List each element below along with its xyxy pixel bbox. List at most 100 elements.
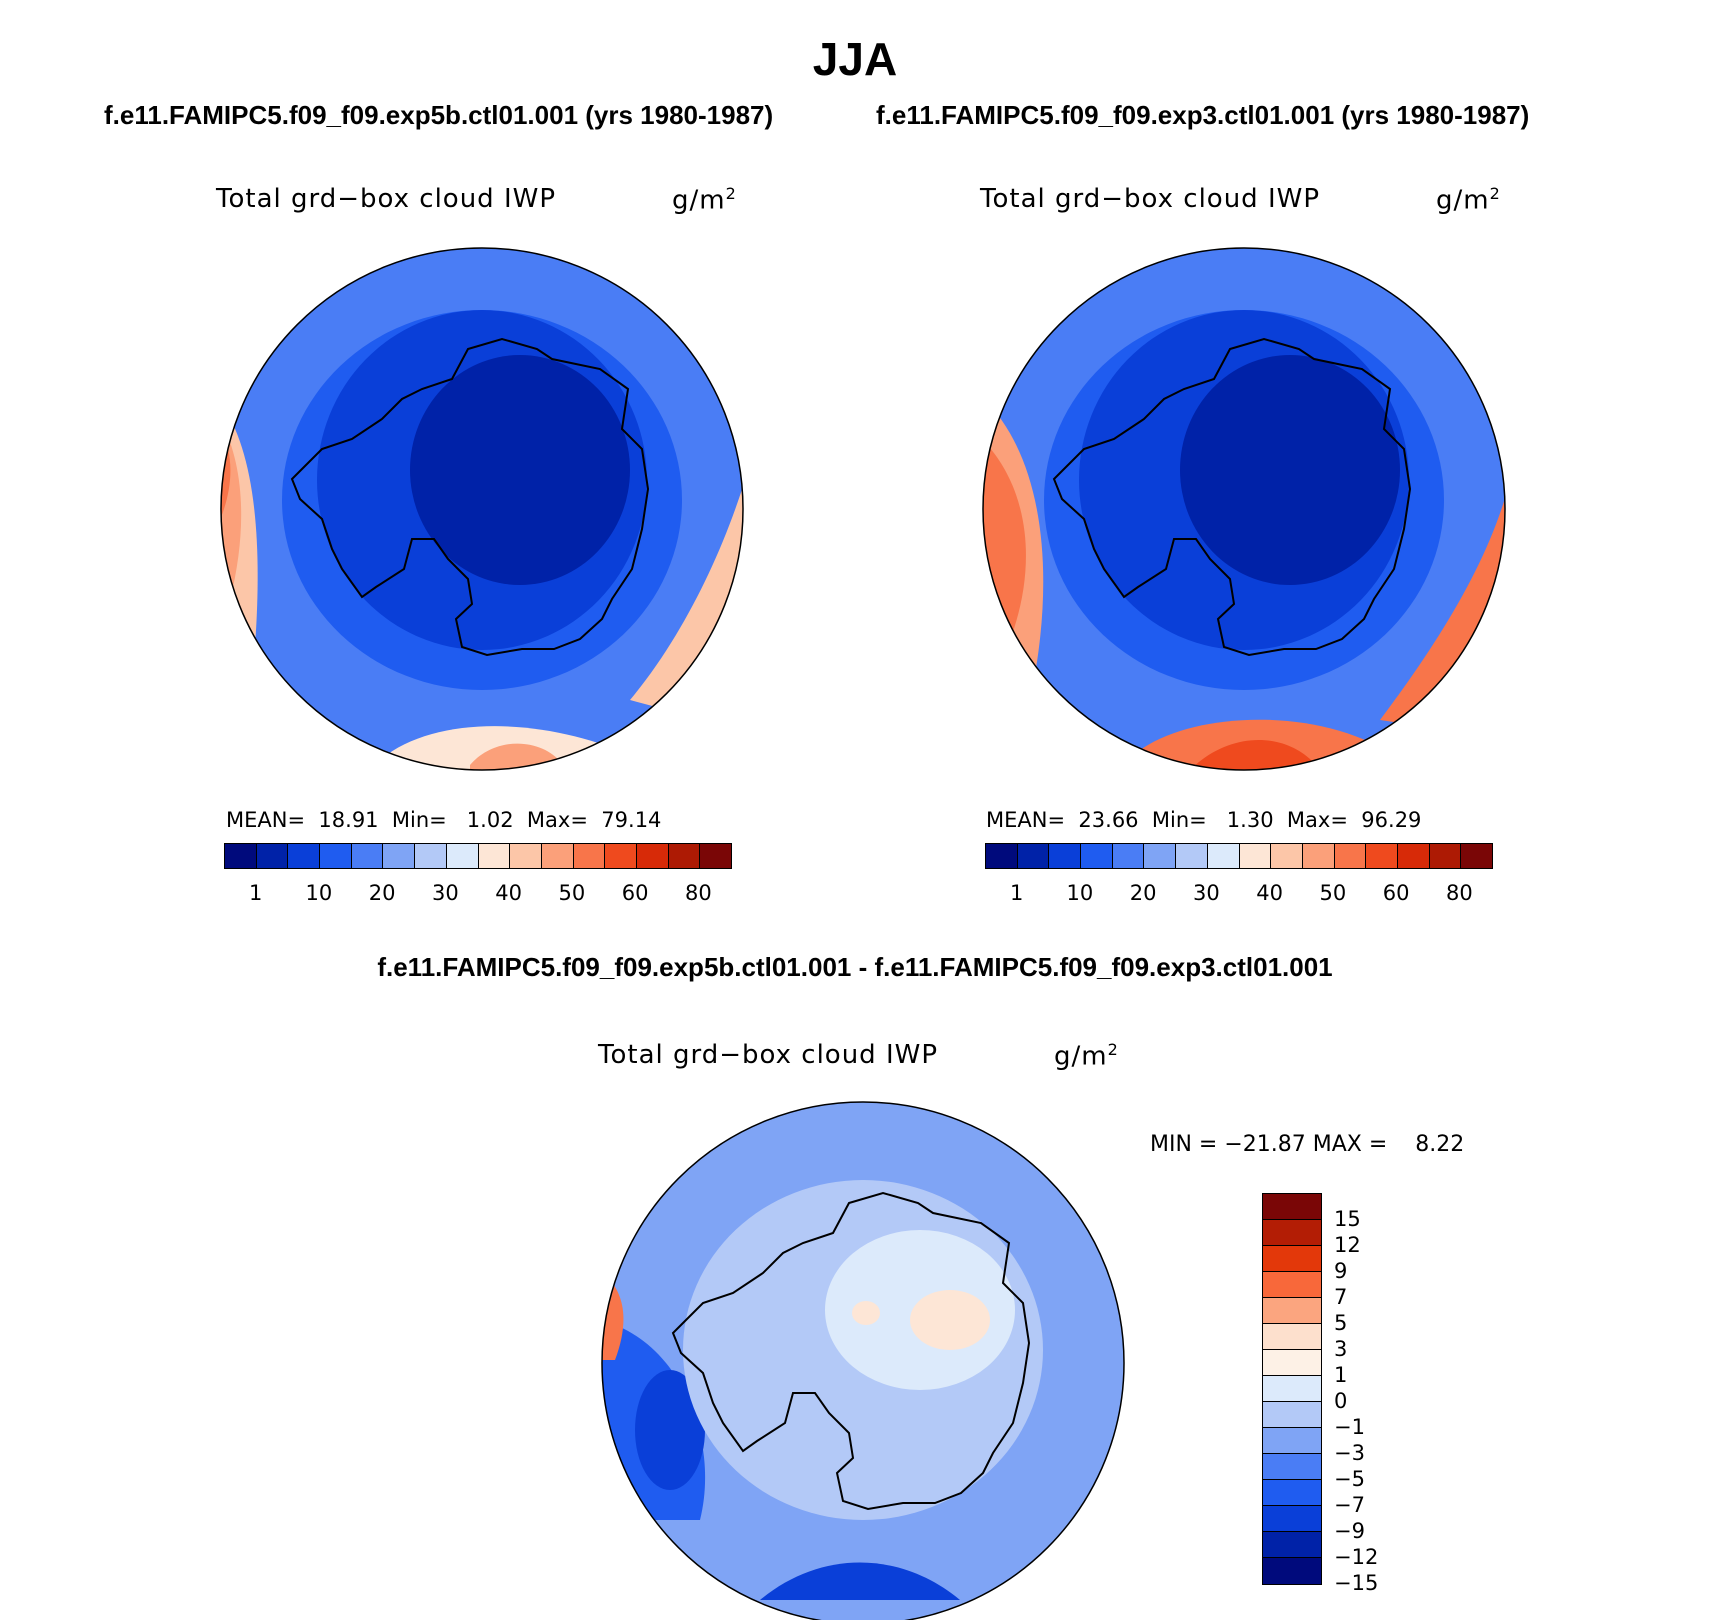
colorbar-tick-label: 7 [1334, 1285, 1348, 1309]
colorbar-box [1207, 844, 1240, 868]
colorbar-tick-label: 12 [1334, 1233, 1361, 1257]
right-polar-map [983, 248, 1505, 770]
colorbar-tick-label: 20 [1129, 881, 1157, 905]
colorbar-tick-label: 1 [1009, 881, 1024, 905]
colorbar-box [1397, 844, 1430, 868]
colorbar-box [383, 844, 416, 868]
colorbar-tick-label: 60 [621, 881, 649, 905]
colorbar-tick-label: 10 [305, 881, 333, 905]
colorbar-box [1263, 1246, 1321, 1272]
right-stats: MEAN= 23.66 Min= 1.30 Max= 96.29 [986, 808, 1422, 832]
colorbar-box [1017, 844, 1050, 868]
colorbar-box [700, 844, 731, 868]
colorbar-box [1263, 1194, 1321, 1220]
colorbar-box [1263, 1454, 1321, 1480]
colorbar-tick-label: 15 [1334, 1207, 1361, 1231]
colorbar-tick-label: 40 [495, 881, 522, 905]
colorbar-box [986, 844, 1018, 868]
colorbar-box [478, 844, 511, 868]
colorbar-tick-label: 10 [1066, 881, 1094, 905]
colorbar-box [510, 844, 542, 868]
left-colorbar [224, 843, 732, 869]
colorbar-box [1461, 844, 1492, 868]
right-units-label: g/m2 [1436, 184, 1501, 216]
colorbar-box [1263, 1558, 1321, 1584]
right-map-boundary [982, 247, 1506, 771]
difference-polar-map [602, 1102, 1124, 1620]
colorbar-tick-label: 0 [1334, 1389, 1348, 1413]
colorbar-box [351, 844, 384, 868]
left-stats: MEAN= 18.91 Min= 1.02 Max= 79.14 [226, 808, 662, 832]
colorbar-box [1081, 844, 1113, 868]
left-units-label: g/m2 [672, 184, 737, 216]
difference-map-boundary [601, 1101, 1125, 1620]
colorbar-box [1112, 844, 1145, 868]
colorbar-box [636, 844, 669, 868]
colorbar-box [1263, 1506, 1321, 1532]
colorbar-box [1049, 844, 1082, 868]
colorbar-tick-label: 40 [1256, 881, 1283, 905]
colorbar-tick-label: 30 [432, 881, 459, 905]
colorbar-box [288, 844, 321, 868]
colorbar-tick-label: 80 [1446, 881, 1473, 905]
colorbar-box [541, 844, 574, 868]
main-title: JJA [812, 33, 898, 85]
colorbar-tick-label: −15 [1334, 1571, 1379, 1595]
left-variable-label: Total grd−box cloud IWP [216, 184, 557, 214]
difference-minmax: MIN = −21.87 MAX = 8.22 [1150, 1132, 1465, 1157]
colorbar-tick-label: 50 [558, 881, 586, 905]
colorbar-tick-label: −9 [1334, 1519, 1365, 1543]
colorbar-tick-label: −3 [1334, 1441, 1365, 1465]
colorbar-tick-label: 50 [1319, 881, 1347, 905]
colorbar-box [1429, 844, 1462, 868]
colorbar-tick-label: 1 [248, 881, 263, 905]
colorbar-box [1144, 844, 1177, 868]
colorbar-box [1263, 1428, 1321, 1454]
colorbar-box [1263, 1350, 1321, 1376]
diff-variable-label: Total grd−box cloud IWP [598, 1040, 939, 1070]
colorbar-box [1263, 1532, 1321, 1558]
right-variable-label: Total grd−box cloud IWP [980, 184, 1321, 214]
left-map-boundary [220, 247, 744, 771]
colorbar-box [1176, 844, 1208, 868]
colorbar-tick-label: −7 [1334, 1493, 1365, 1517]
colorbar-box [605, 844, 637, 868]
colorbar-box [1271, 844, 1303, 868]
colorbar-tick-label: 1 [1334, 1363, 1348, 1387]
colorbar-box [256, 844, 289, 868]
colorbar-box [1239, 844, 1272, 868]
right-case-title: f.e11.FAMIPC5.f09_f09.exp3.ctl01.001 (yr… [876, 100, 1530, 130]
left-case-title: f.e11.FAMIPC5.f09_f09.exp5b.ctl01.001 (y… [104, 100, 774, 130]
colorbar-tick-label: 60 [1382, 881, 1410, 905]
colorbar-box [1366, 844, 1398, 868]
colorbar-tick-label: 9 [1334, 1259, 1348, 1283]
colorbar-box [1263, 1324, 1321, 1350]
diff-units-label: g/m2 [1054, 1040, 1119, 1072]
colorbar-tick-label: 80 [685, 881, 712, 905]
colorbar-tick-label: 5 [1334, 1311, 1348, 1335]
colorbar-box [573, 844, 606, 868]
colorbar-box [1263, 1376, 1321, 1402]
colorbar-box [320, 844, 352, 868]
colorbar-tick-label: −1 [1334, 1415, 1365, 1439]
colorbar-box [1263, 1272, 1321, 1298]
difference-title: f.e11.FAMIPC5.f09_f09.exp5b.ctl01.001 - … [377, 952, 1333, 982]
colorbar-box [1263, 1402, 1321, 1428]
difference-colorbar [1262, 1193, 1322, 1585]
right-colorbar [985, 843, 1493, 869]
colorbar-tick-label: 3 [1334, 1337, 1348, 1361]
colorbar-box [1334, 844, 1367, 868]
colorbar-box [446, 844, 479, 868]
colorbar-box [1263, 1220, 1321, 1246]
colorbar-box [415, 844, 447, 868]
colorbar-box [225, 844, 257, 868]
colorbar-box [1263, 1480, 1321, 1506]
colorbar-box [668, 844, 701, 868]
left-polar-map [221, 248, 743, 770]
colorbar-box [1263, 1298, 1321, 1324]
colorbar-tick-label: 30 [1193, 881, 1220, 905]
colorbar-tick-label: 20 [368, 881, 396, 905]
colorbar-tick-label: −12 [1334, 1545, 1379, 1569]
colorbar-tick-label: −5 [1334, 1467, 1365, 1491]
